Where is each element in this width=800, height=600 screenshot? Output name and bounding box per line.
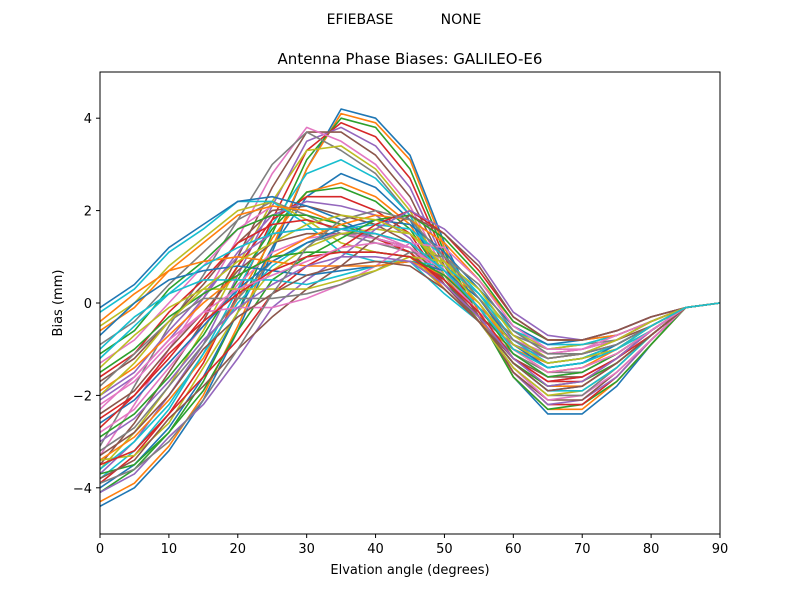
y-tick-label: −4 (73, 482, 92, 497)
series-line-47 (100, 209, 720, 484)
series-line-49 (100, 228, 720, 369)
x-tick-label: 10 (161, 542, 178, 557)
x-tick-label: 50 (436, 542, 453, 557)
x-tick-label: 70 (574, 542, 591, 557)
suptitle-left: EFIEBASE (327, 12, 394, 28)
x-axis-label: Elvation angle (degrees) (330, 563, 489, 578)
y-tick-label: 0 (84, 297, 92, 312)
x-tick-label: 60 (505, 542, 522, 557)
series-layer (100, 108, 720, 508)
y-axis-ticks: −4 −2 0 2 4 (73, 112, 100, 497)
series-line-35 (100, 214, 720, 480)
x-axis-ticks: 0 10 20 30 40 50 60 70 80 90 (96, 534, 728, 557)
y-tick-label: 2 (84, 205, 92, 220)
y-tick-label: 4 (84, 112, 92, 127)
x-tick-label: 40 (367, 542, 384, 557)
series-line-45 (100, 260, 720, 457)
x-tick-label: 20 (230, 542, 247, 557)
chart-title: Antenna Phase Biases: GALILEO-E6 (278, 50, 543, 68)
x-tick-label: 80 (643, 542, 660, 557)
x-tick-label: 90 (712, 542, 729, 557)
y-tick-label: −2 (73, 389, 92, 404)
suptitle-right: NONE (441, 12, 482, 28)
series-line-46 (100, 242, 720, 406)
y-axis-label: Bias (mm) (51, 270, 66, 337)
series-line-2 (100, 117, 720, 494)
series-line-44 (100, 255, 720, 443)
x-tick-label: 0 (96, 542, 104, 557)
x-tick-label: 30 (298, 542, 315, 557)
